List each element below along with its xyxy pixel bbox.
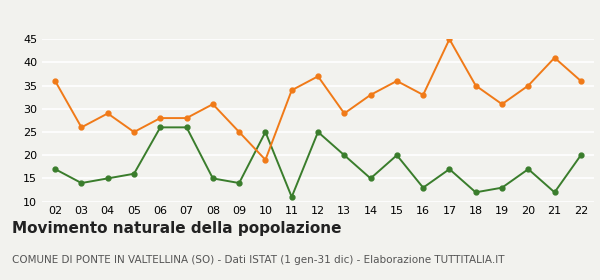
Decessi xyxy=(78,126,85,129)
Nascite xyxy=(157,126,164,129)
Nascite xyxy=(393,153,400,157)
Legend: Nascite, Decessi: Nascite, Decessi xyxy=(236,0,400,7)
Nascite xyxy=(341,153,348,157)
Decessi xyxy=(472,84,479,87)
Decessi xyxy=(130,130,137,134)
Decessi xyxy=(419,93,427,97)
Decessi xyxy=(341,112,348,115)
Line: Decessi: Decessi xyxy=(53,37,583,162)
Nascite xyxy=(419,186,427,189)
Nascite xyxy=(551,191,558,194)
Nascite xyxy=(236,181,243,185)
Nascite xyxy=(78,181,85,185)
Line: Nascite: Nascite xyxy=(53,125,583,199)
Decessi xyxy=(183,116,190,120)
Nascite xyxy=(52,167,59,171)
Text: Movimento naturale della popolazione: Movimento naturale della popolazione xyxy=(12,221,341,236)
Decessi xyxy=(52,79,59,83)
Nascite xyxy=(499,186,506,189)
Nascite xyxy=(472,191,479,194)
Decessi xyxy=(157,116,164,120)
Nascite xyxy=(130,172,137,176)
Nascite xyxy=(367,177,374,180)
Decessi xyxy=(262,158,269,162)
Nascite xyxy=(262,130,269,134)
Nascite xyxy=(446,167,453,171)
Decessi xyxy=(393,79,400,83)
Text: COMUNE DI PONTE IN VALTELLINA (SO) - Dati ISTAT (1 gen-31 dic) - Elaborazione TU: COMUNE DI PONTE IN VALTELLINA (SO) - Dat… xyxy=(12,255,505,265)
Decessi xyxy=(236,130,243,134)
Decessi xyxy=(524,84,532,87)
Nascite xyxy=(209,177,217,180)
Decessi xyxy=(288,88,295,92)
Decessi xyxy=(446,38,453,41)
Nascite xyxy=(104,177,112,180)
Nascite xyxy=(314,130,322,134)
Decessi xyxy=(499,102,506,106)
Decessi xyxy=(209,102,217,106)
Decessi xyxy=(104,112,112,115)
Decessi xyxy=(367,93,374,97)
Nascite xyxy=(183,126,190,129)
Decessi xyxy=(314,75,322,78)
Nascite xyxy=(577,153,584,157)
Decessi xyxy=(577,79,584,83)
Decessi xyxy=(551,56,558,59)
Nascite xyxy=(288,195,295,199)
Nascite xyxy=(524,167,532,171)
